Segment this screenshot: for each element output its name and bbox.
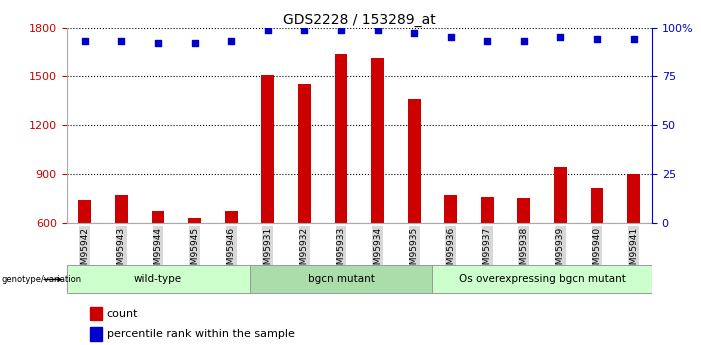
Text: GSM95943: GSM95943 xyxy=(117,227,126,276)
Text: GSM95939: GSM95939 xyxy=(556,227,565,276)
Bar xyxy=(225,211,238,223)
Bar xyxy=(444,195,457,223)
Point xyxy=(592,37,603,42)
Point xyxy=(116,39,127,44)
FancyBboxPatch shape xyxy=(67,266,250,293)
Point xyxy=(409,31,420,36)
Point xyxy=(189,40,200,46)
Title: GDS2228 / 153289_at: GDS2228 / 153289_at xyxy=(283,12,435,27)
Bar xyxy=(189,218,201,223)
Point xyxy=(628,37,639,42)
Bar xyxy=(334,53,348,223)
Bar xyxy=(627,174,640,223)
Text: GSM95937: GSM95937 xyxy=(483,227,492,276)
Point xyxy=(335,27,346,32)
Point xyxy=(555,34,566,40)
Bar xyxy=(517,198,530,223)
Bar xyxy=(151,211,165,223)
Text: GSM95935: GSM95935 xyxy=(409,227,418,276)
FancyBboxPatch shape xyxy=(433,266,652,293)
Bar xyxy=(115,195,128,223)
Text: GSM95938: GSM95938 xyxy=(519,227,529,276)
Text: GSM95940: GSM95940 xyxy=(592,227,601,276)
Text: wild-type: wild-type xyxy=(134,275,182,284)
Text: GSM95934: GSM95934 xyxy=(373,227,382,276)
Point xyxy=(445,34,456,40)
Bar xyxy=(298,85,311,223)
Bar xyxy=(90,307,102,320)
Bar xyxy=(481,197,494,223)
Text: GSM95933: GSM95933 xyxy=(336,227,346,276)
Text: GSM95932: GSM95932 xyxy=(300,227,309,276)
Point xyxy=(372,27,383,32)
Text: GSM95936: GSM95936 xyxy=(447,227,455,276)
Point xyxy=(482,39,493,44)
Point xyxy=(299,27,310,32)
Text: GSM95944: GSM95944 xyxy=(154,227,163,276)
Text: genotype/variation: genotype/variation xyxy=(1,275,81,284)
Text: GSM95942: GSM95942 xyxy=(81,227,90,276)
FancyBboxPatch shape xyxy=(250,266,433,293)
Bar xyxy=(90,327,102,341)
Point xyxy=(518,39,529,44)
Text: count: count xyxy=(107,309,138,318)
Bar xyxy=(408,99,421,223)
Point xyxy=(152,40,163,46)
Text: Os overexpressing bgcn mutant: Os overexpressing bgcn mutant xyxy=(458,275,625,284)
Text: GSM95945: GSM95945 xyxy=(190,227,199,276)
Point xyxy=(262,27,273,32)
Bar xyxy=(554,167,567,223)
Point xyxy=(226,39,237,44)
Text: percentile rank within the sample: percentile rank within the sample xyxy=(107,329,294,339)
Bar xyxy=(591,188,604,223)
Text: bgcn mutant: bgcn mutant xyxy=(308,275,374,284)
Text: GSM95941: GSM95941 xyxy=(629,227,638,276)
Point xyxy=(79,39,90,44)
Bar xyxy=(261,75,274,223)
Text: GSM95931: GSM95931 xyxy=(264,227,272,276)
Text: GSM95946: GSM95946 xyxy=(226,227,236,276)
Bar xyxy=(371,58,384,223)
Bar xyxy=(79,200,91,223)
